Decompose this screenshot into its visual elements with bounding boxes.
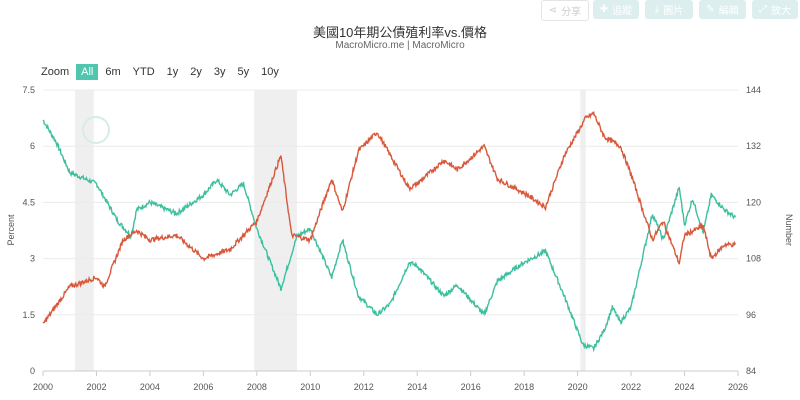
- x-tick: 2014: [407, 382, 427, 392]
- y-tick-left: 1.5: [22, 310, 35, 320]
- toolbar-label: 編輯: [718, 6, 739, 17]
- y-tick-right: 120: [746, 197, 761, 207]
- y-tick-left: 4.5: [22, 197, 35, 207]
- y-tick-left: 7.5: [22, 85, 35, 95]
- x-tick: 2016: [461, 382, 481, 392]
- x-tick: 2004: [140, 382, 160, 392]
- toolbar-button-1[interactable]: ✚ 追蹤: [593, 0, 639, 19]
- zoom-ytd[interactable]: YTD: [132, 66, 155, 78]
- zoom-6m[interactable]: 6m: [105, 66, 121, 78]
- share-icon: ⋖: [548, 5, 558, 16]
- recession-band: [580, 90, 586, 371]
- y-tick-left: 0: [30, 366, 35, 376]
- x-tick: 2002: [86, 382, 106, 392]
- toolbar-button-0[interactable]: ⋖ 分享: [541, 0, 589, 21]
- toolbar-button-4[interactable]: ⤢ 放大: [752, 0, 798, 19]
- toolbar-button-3[interactable]: ✎ 編輯: [699, 0, 746, 19]
- pencil-icon: ✎: [706, 4, 715, 15]
- x-tick: 2022: [621, 382, 641, 392]
- expand-icon: ⤢: [759, 4, 767, 15]
- chart-title: 美國10年期公債殖利率vs.價格: [312, 25, 488, 40]
- y-tick-right: 84: [746, 366, 756, 376]
- y-axis-label-left: Percent: [6, 214, 16, 246]
- x-tick: 2000: [33, 382, 53, 392]
- x-tick: 2010: [300, 382, 320, 392]
- y-tick-left: 6: [30, 141, 35, 151]
- x-tick: 2006: [193, 382, 213, 392]
- zoom-1y[interactable]: 1y: [166, 66, 179, 78]
- y-tick-right: 144: [746, 85, 761, 95]
- zoom-10y[interactable]: 10y: [261, 66, 279, 78]
- download-icon: ⤓: [654, 4, 660, 15]
- toolbar-label: 圖片: [663, 6, 684, 17]
- toolbar-label: 追蹤: [612, 6, 633, 17]
- plus-icon: ✚: [599, 4, 609, 15]
- x-tick: 2024: [675, 382, 695, 392]
- zoom-all[interactable]: All: [76, 64, 99, 80]
- x-tick: 2018: [514, 382, 534, 392]
- y-axis-label-right: Number: [784, 214, 794, 246]
- y-tick-right: 96: [746, 310, 756, 320]
- recession-band: [75, 90, 94, 371]
- y-tick-left: 3: [30, 254, 35, 264]
- yield-series-line: [42, 119, 736, 353]
- chart-subtitle: MacroMicro.me | MacroMicro: [335, 40, 465, 51]
- x-tick: 2020: [568, 382, 588, 392]
- x-tick: 2026: [728, 382, 748, 392]
- toolbar-label: 放大: [771, 6, 791, 17]
- recession-band: [254, 90, 297, 371]
- zoom-selector: Zoom All 6m YTD 1y 2y 3y 5y 10y: [36, 64, 284, 80]
- y-tick-right: 132: [746, 141, 761, 151]
- y-tick-right: 108: [746, 254, 761, 264]
- x-tick: 2012: [354, 382, 374, 392]
- zoom-2y[interactable]: 2y: [190, 66, 202, 78]
- x-tick: 2008: [247, 382, 267, 392]
- zoom-label: Zoom: [41, 66, 70, 78]
- toolbar-label: 分享: [561, 7, 582, 18]
- watermark-logo-icon: [82, 116, 110, 144]
- toolbar-button-2[interactable]: ⤓ 圖片: [645, 0, 693, 19]
- zoom-5y[interactable]: 5y: [237, 66, 250, 78]
- zoom-3y[interactable]: 3y: [213, 66, 226, 78]
- price-series-line: [42, 110, 736, 324]
